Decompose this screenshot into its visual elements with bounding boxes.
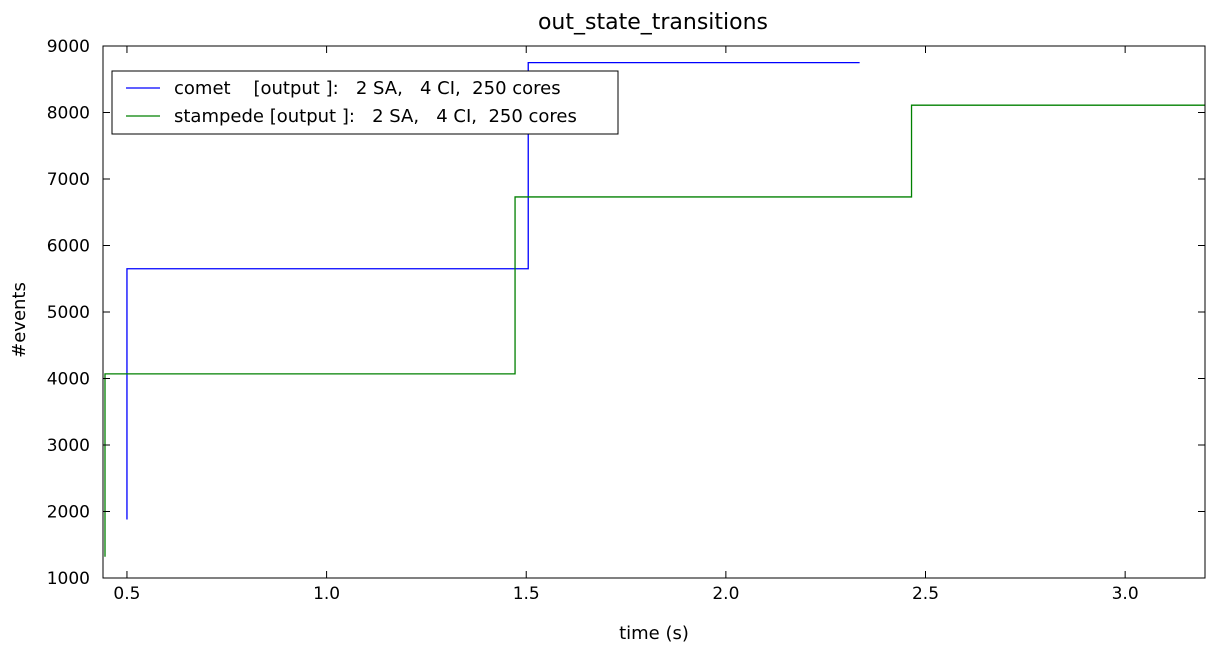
legend-label-0: comet [output ]: 2 SA, 4 CI, 250 cores bbox=[174, 78, 561, 99]
series-line-0 bbox=[126, 61, 860, 520]
y-axis: 1000 2000 3000 4000 5000 6000 7000 8000 9000 bbox=[47, 37, 1205, 589]
plot-frame bbox=[102, 45, 1206, 579]
series-line-1 bbox=[104, 104, 1205, 557]
plot-area bbox=[104, 61, 1205, 557]
y-tick-label: 4000 bbox=[47, 370, 90, 390]
y-tick-label: 9000 bbox=[47, 37, 90, 57]
legend: comet [output ]: 2 SA, 4 CI, 250 cores st… bbox=[111, 70, 619, 135]
y-tick-label: 7000 bbox=[47, 170, 90, 190]
y-tick-label: 5000 bbox=[47, 303, 90, 323]
x-tick-label: 1.5 bbox=[513, 584, 540, 604]
x-axis: 0.5 1.0 1.5 2.0 2.5 3.0 bbox=[113, 46, 1139, 604]
x-tick-label: 0.5 bbox=[113, 584, 140, 604]
legend-box bbox=[111, 70, 619, 135]
y-tick-label: 3000 bbox=[47, 436, 90, 456]
y-tick-label: 1000 bbox=[47, 569, 90, 589]
x-tick-label: 1.0 bbox=[313, 584, 340, 604]
y-tick-label: 6000 bbox=[47, 237, 90, 257]
y-axis-label: #events bbox=[9, 282, 30, 358]
x-tick-label: 2.0 bbox=[712, 584, 739, 604]
chart-title: out_state_transitions bbox=[538, 10, 768, 35]
x-tick-label: 3.0 bbox=[1112, 584, 1139, 604]
y-tick-label: 2000 bbox=[47, 503, 90, 523]
y-tick-label: 8000 bbox=[47, 104, 90, 124]
x-axis-label: time (s) bbox=[619, 623, 689, 644]
x-tick-label: 2.5 bbox=[912, 584, 939, 604]
legend-label-1: stampede [output ]: 2 SA, 4 CI, 250 core… bbox=[174, 106, 577, 127]
